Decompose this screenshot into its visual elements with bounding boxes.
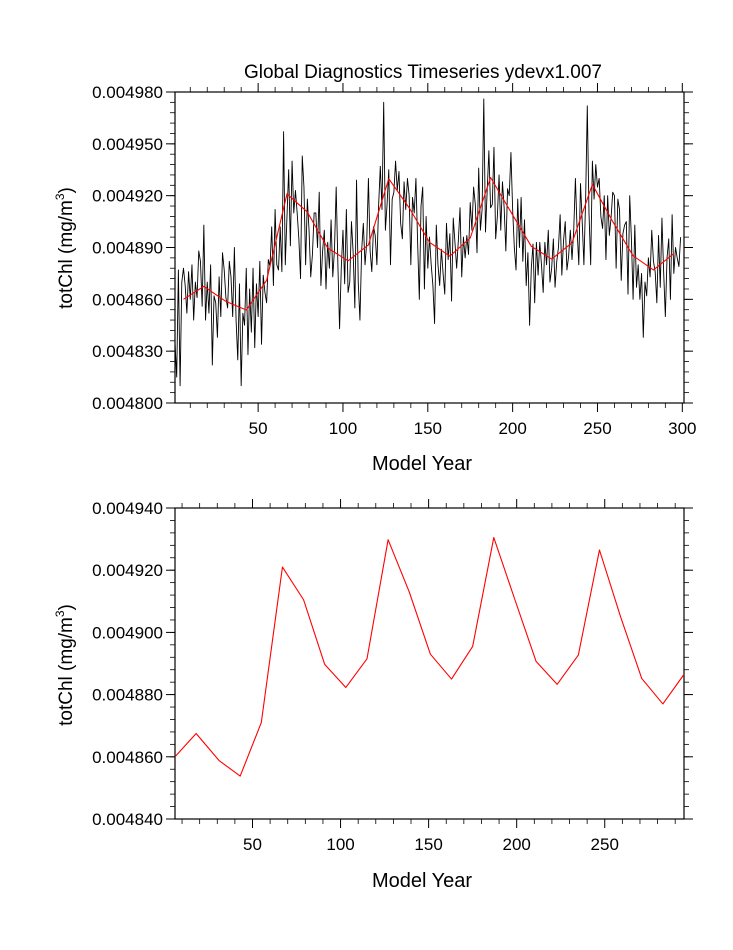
x-tick-label: 200 xyxy=(498,419,526,438)
y-tick-label: 0.004860 xyxy=(92,748,163,767)
minor-ticks-top xyxy=(170,87,689,408)
y-tick-label: 0.004950 xyxy=(92,135,163,154)
y-tick-label: 0.004880 xyxy=(92,686,163,705)
plot-frame-bottom xyxy=(174,507,685,820)
y-tick-label: 0.004860 xyxy=(92,290,163,309)
x-tick-label: 100 xyxy=(326,835,354,854)
y-tick-label: 0.004920 xyxy=(92,187,163,206)
chart-title: Global Diagnostics Timeseries ydevx1.007 xyxy=(244,62,602,83)
timeseries-chart-top: Global Diagnostics Timeseries ydevx1.007… xyxy=(53,62,696,475)
y-tick-label: 0.004940 xyxy=(92,499,163,518)
plot-frame-top xyxy=(174,91,685,404)
x-tick-label: 100 xyxy=(329,419,357,438)
y-axis-label-top: totChl (mg/m3) xyxy=(53,187,77,309)
minor-ticks-bottom xyxy=(170,503,689,824)
x-axis-label-top: Model Year xyxy=(372,453,472,475)
y-axis-label-top-tail: ) xyxy=(56,187,77,193)
y-axis-ticks-bottom: 0.004840 0.004860 0.004880 0.004900 0.004920… xyxy=(92,499,693,829)
y-axis-label-top-sup: 3 xyxy=(53,193,67,200)
y-tick-label: 0.004800 xyxy=(92,394,163,413)
y-axis-ticks-top: 0.004800 0.004830 0.004860 0.004890 0.004920… xyxy=(92,83,693,413)
x-tick-label: 300 xyxy=(668,419,696,438)
y-axis-label-top-main: totChl (mg/m xyxy=(56,200,77,309)
x-tick-label: 250 xyxy=(583,419,611,438)
y-tick-label: 0.004890 xyxy=(92,239,163,258)
series-group-bottom xyxy=(174,536,685,777)
x-axis-ticks-bottom: 50 100 150 200 250 xyxy=(243,499,619,854)
x-axis-ticks-top: 50 100 150 200 250 300 xyxy=(249,83,696,438)
timeseries-chart-bottom: 0.004840 0.004860 0.004880 0.004900 0.004920… xyxy=(53,499,693,892)
y-tick-label: 0.004830 xyxy=(92,342,163,361)
series-line-decadal xyxy=(174,536,685,777)
y-tick-label: 0.004980 xyxy=(92,83,163,102)
y-axis-label-bottom: totChl (mg/m3) xyxy=(53,604,77,726)
series-line-decadal xyxy=(183,176,675,311)
y-tick-label: 0.004920 xyxy=(92,561,163,580)
x-tick-label: 50 xyxy=(249,419,268,438)
series-line-annual xyxy=(174,98,682,387)
y-tick-label: 0.004840 xyxy=(92,810,163,829)
x-tick-label: 150 xyxy=(414,419,442,438)
y-axis-label-bottom-sup: 3 xyxy=(53,610,67,617)
y-axis-label-bottom-main: totChl (mg/m xyxy=(56,617,77,726)
y-tick-label: 0.004900 xyxy=(92,623,163,642)
series-group-top xyxy=(174,98,682,387)
x-axis-label-bottom: Model Year xyxy=(372,870,472,892)
x-tick-label: 50 xyxy=(243,835,262,854)
x-tick-label: 150 xyxy=(414,835,442,854)
x-tick-label: 200 xyxy=(502,835,530,854)
y-axis-label-bottom-tail: ) xyxy=(56,604,77,610)
x-tick-label: 250 xyxy=(591,835,619,854)
